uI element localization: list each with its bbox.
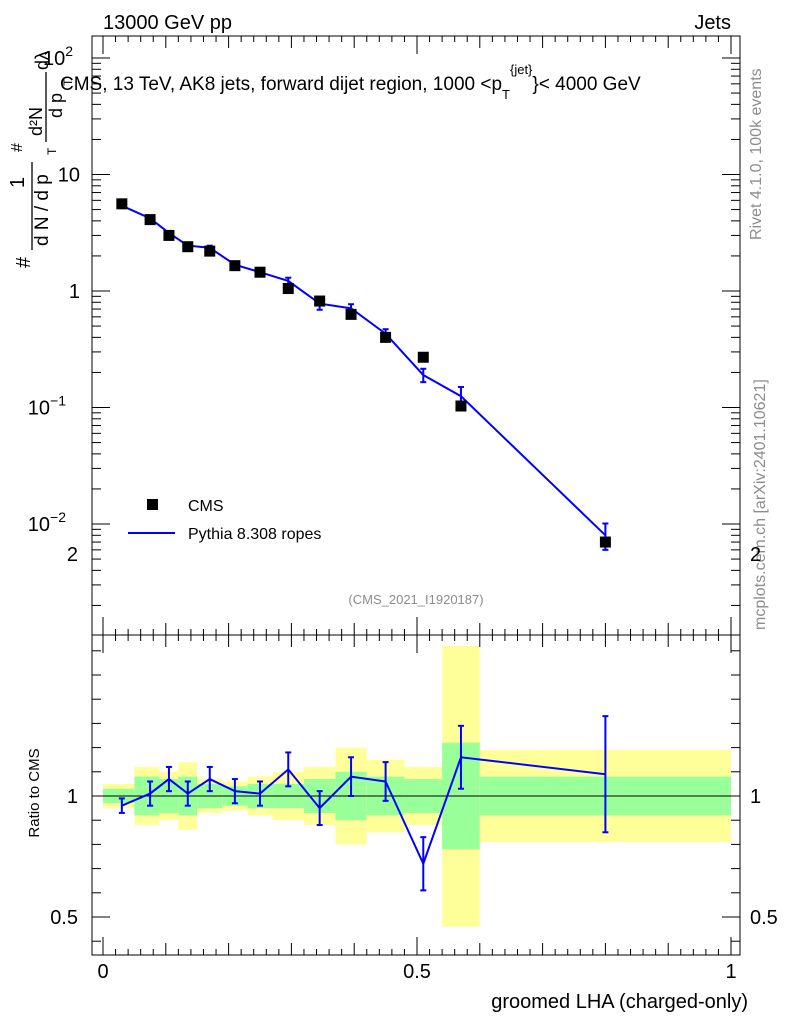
header-left: 13000 GeV pp [103,12,232,34]
main-y-axis-label: # 1 d N / d p T # d²N d p T dλ [7,51,75,268]
y-tick-label-exponent: −1 [50,393,66,409]
ylabel-frac2-den: d p [46,93,66,118]
mcplots-text: mcplots.cern.ch [arXiv:2401.10621] [752,379,769,630]
cms-data-point [163,229,175,241]
ylabel-frac2-sub: T [61,78,75,86]
ylabel-hash-1: # [13,256,35,268]
cms-data-point [116,198,128,210]
ratio-y-axis: 0.5 0.5 1 1 2 2 [50,544,778,942]
plot-title: CMS, 13 TeV, AK8 jets, forward dijet reg… [60,62,641,102]
legend-label-pythia: Pythia 8.308 ropes [188,526,321,543]
plot-title-main: CMS, 13 TeV, AK8 jets, forward dijet reg… [60,74,502,95]
cms-data-point [599,536,611,548]
y-tick-label-exponent: −2 [50,509,66,525]
y-tick-label: 1 [69,281,80,303]
ratio-y-tick-label-left: 0.5 [50,907,78,929]
ratio-y-tick-label-right: 0.5 [750,907,778,929]
y-tick-label-exponent: 2 [65,43,73,59]
x-axis-label: groomed LHA (charged-only) [491,991,748,1013]
main-plot-data [116,198,611,551]
cms-data-point [182,241,194,253]
rivet-version-text: Rivet 4.1.0, 100k events [748,68,765,240]
legend: CMS Pythia 8.308 ropes [128,498,321,543]
cms-data-point [229,260,241,272]
main-y-axis [92,57,740,606]
ylabel-frac1-den: d N / d p [32,174,53,246]
cms-data-point [417,351,429,363]
legend-label-cms: CMS [188,498,224,515]
y-tick-label: 10 [58,165,80,187]
x-tick-label: 1 [725,961,736,983]
ratio-y-tick-label-left: 1 [67,786,78,808]
ratio-y-tick-label-left: 2 [67,544,78,566]
cms-data-point [254,266,266,278]
ylabel-hash-2: # [9,143,26,152]
y-tick-label: 10−1 [28,393,66,420]
cms-data-point [282,283,294,295]
cms-data-point [455,400,467,412]
ratio-line [121,756,606,867]
x-tick-label: 0.5 [403,961,431,983]
header-right: Jets [694,12,731,34]
analysis-id: (CMS_2021_I1920187) [348,592,483,607]
ratio-y-tick-label-right: 2 [750,544,761,566]
ratio-y-tick-label-right: 1 [750,786,761,808]
ratio-plot-data [118,715,609,892]
x-tick-label: 0 [97,961,108,983]
ylabel-lambda: dλ [32,51,52,70]
plot-title-subscript: T [502,87,510,102]
legend-marker-cms [147,499,158,510]
plot-title-range: }< 4000 GeV [532,74,641,95]
ratio-y-axis-label: Ratio to CMS [26,748,43,837]
cms-data-point [144,214,156,226]
cms-data-point [345,308,357,320]
ylabel-frac1-num: 1 [7,177,29,188]
ylabel-frac1-sub: T [45,147,59,155]
cms-data-point [204,245,216,257]
cms-data-point [380,331,392,343]
x-axis: 0 0.5 1 [97,36,737,983]
ratio-plot-panel: 0.5 0.51 12 2 0 0.5 1 Ratio to CMS groomed LH… [26,36,778,1013]
plot-title-superscript: {jet} [510,62,533,77]
main-plot-frame [91,35,741,636]
cms-data-point [314,295,326,307]
y-tick-label: 10−2 [28,509,66,536]
pythia-line [121,204,607,537]
ratio-plot-frame [91,634,741,956]
ylabel-frac2-num: d²N [26,107,46,136]
